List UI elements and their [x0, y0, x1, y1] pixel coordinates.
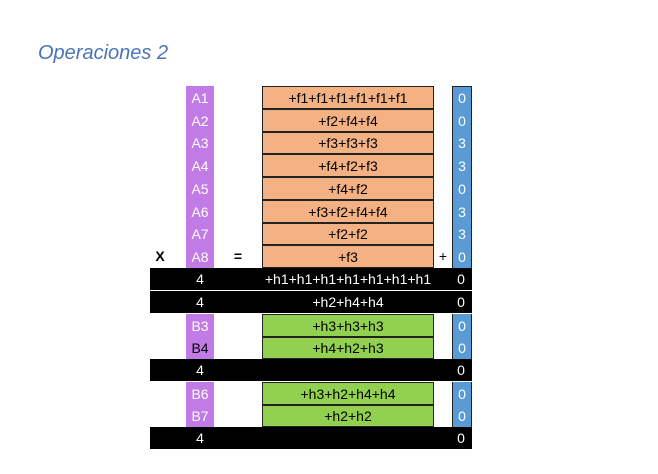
h-formula-cell: +h3+h3+h3: [262, 314, 434, 337]
f-digit-cell: 0: [452, 109, 472, 132]
f-formula-cell: +f4+f2: [262, 177, 434, 200]
f-formula-cell: +f2+f2: [262, 223, 434, 245]
black-row-left: 4: [196, 430, 204, 446]
page-title: Operaciones 2: [38, 42, 169, 64]
h-digit-cell: 0: [452, 405, 472, 427]
multiply-operator: X: [155, 248, 165, 264]
f-formula-cell: +f1+f1+f1+f1+f1+f1: [262, 86, 434, 109]
f-digit-cell: 0: [452, 177, 472, 200]
h-formula-cell: +h3+h2+h4+h4: [262, 382, 434, 405]
a-label-cell: A8: [186, 245, 214, 268]
f-digit-cell: 3: [452, 132, 472, 154]
f-formula-cell: +f4+f2+f3: [262, 154, 434, 177]
black-row-right: 0: [457, 430, 465, 446]
f-formula-cell: +f2+f4+f4: [262, 109, 434, 132]
black-row: 4 +h2+h4+h4 0: [150, 291, 472, 313]
black-row-left: 4: [196, 294, 204, 310]
b-label-cell: B4: [186, 337, 214, 359]
plus-operator: +: [438, 248, 448, 264]
equals-operator: =: [233, 248, 243, 264]
black-row-formula: [262, 427, 434, 449]
b-label-cell: B7: [186, 405, 214, 427]
f-digit-cell: 3: [452, 223, 472, 245]
f-digit-cell: 0: [452, 245, 472, 268]
f-digit-cell: 3: [452, 200, 472, 223]
a-label-cell: A6: [186, 200, 214, 223]
h-digit-cell: 0: [452, 314, 472, 337]
h-formula-cell: +h2+h2: [262, 405, 434, 427]
a-label-cell: A2: [186, 109, 214, 132]
black-row-right: 0: [457, 362, 465, 378]
b-label-cell: B3: [186, 314, 214, 337]
a-label-cell: A7: [186, 223, 214, 245]
f-digit-cell: 0: [452, 86, 472, 109]
black-row-formula: +h1+h1+h1+h1+h1+h1+h1: [264, 271, 432, 287]
h-digit-cell: 0: [452, 382, 472, 405]
black-row-formula: [262, 359, 434, 381]
black-row-right: 0: [457, 294, 465, 310]
a-label-cell: A4: [186, 154, 214, 177]
b-label-cell: B6: [186, 382, 214, 405]
f-formula-cell: +f3: [262, 245, 434, 268]
f-formula-cell: +f3+f2+f4+f4: [262, 200, 434, 223]
black-row: 4 0: [150, 359, 472, 381]
black-row: 4 +h1+h1+h1+h1+h1+h1+h1 0: [150, 268, 472, 290]
a-label-cell: A1: [186, 86, 214, 109]
h-formula-cell: +h4+h2+h3: [262, 337, 434, 359]
h-digit-cell: 0: [452, 337, 472, 359]
black-row-right: 0: [457, 271, 465, 287]
a-label-cell: A5: [186, 177, 214, 200]
black-row-left: 4: [196, 362, 204, 378]
black-row: 4 0: [150, 427, 472, 449]
a-label-cell: A3: [186, 132, 214, 154]
black-row-formula: +h2+h4+h4: [312, 294, 384, 310]
black-row-left: 4: [196, 271, 204, 287]
f-formula-cell: +f3+f3+f3: [262, 132, 434, 154]
f-digit-cell: 3: [452, 154, 472, 177]
